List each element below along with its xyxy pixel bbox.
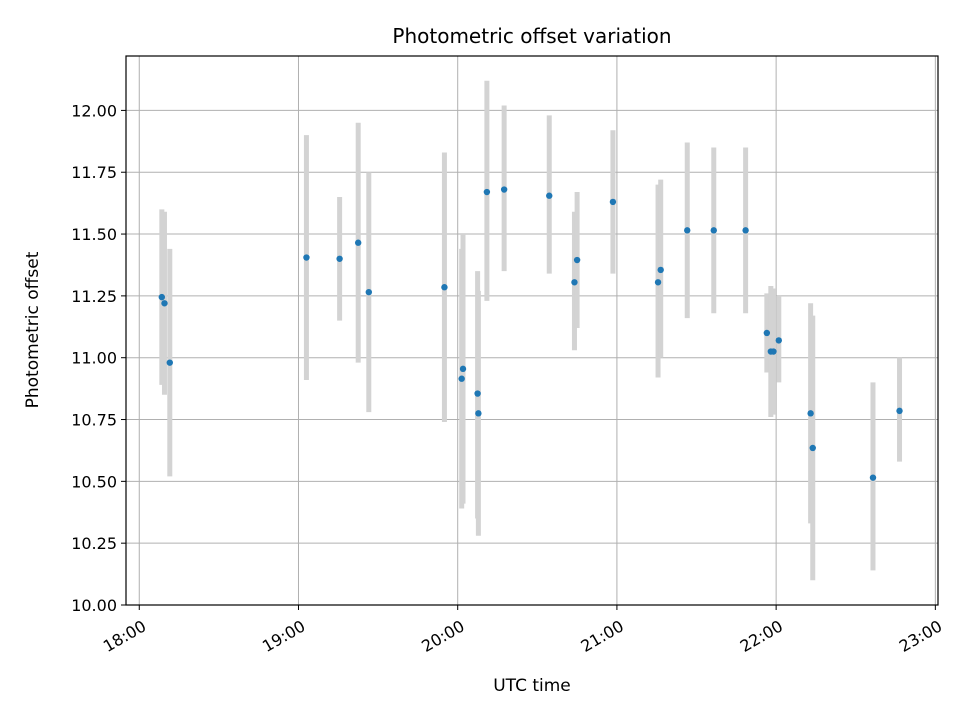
chart-title: Photometric offset variation <box>392 24 671 48</box>
data-point <box>809 444 816 452</box>
data-point <box>166 359 173 366</box>
y-tick-label: 11.25 <box>71 287 117 306</box>
y-tick-label: 10.25 <box>71 534 117 553</box>
data-point <box>654 279 662 286</box>
data-point <box>441 284 448 291</box>
data-point <box>474 390 481 397</box>
grid-lines <box>126 56 938 606</box>
data-point <box>763 329 771 337</box>
data-point <box>158 293 166 301</box>
data-point <box>500 186 508 193</box>
y-tick-label: 11.75 <box>71 163 117 182</box>
data-point <box>710 227 717 234</box>
data-point <box>365 288 373 296</box>
data-point <box>869 474 877 481</box>
y-tick-label: 12.00 <box>71 101 117 120</box>
y-tick-label: 10.50 <box>71 472 117 491</box>
data-point <box>742 227 749 234</box>
data-point <box>483 188 491 196</box>
data-point <box>303 254 310 261</box>
x-axis-label: UTC time <box>493 676 571 696</box>
data-point <box>571 279 578 286</box>
data-point <box>684 227 691 234</box>
data-point <box>609 198 617 206</box>
data-point <box>475 410 482 417</box>
y-axis-label: Photometric offset <box>23 251 43 408</box>
data-point <box>354 239 362 246</box>
y-tick-label: 11.00 <box>71 349 117 368</box>
plot-area <box>126 56 938 605</box>
data-point <box>459 365 467 373</box>
data-point <box>657 266 664 274</box>
data-point <box>161 300 168 307</box>
y-tick-label: 10.00 <box>71 596 117 615</box>
data-point <box>336 255 343 262</box>
y-tick-label: 10.75 <box>71 411 117 430</box>
data-points <box>158 186 903 481</box>
data-point <box>573 256 581 264</box>
plot-frame <box>125 55 939 606</box>
data-point <box>896 407 903 415</box>
data-point <box>546 192 553 199</box>
data-point <box>807 410 814 417</box>
y-tick-label: 11.50 <box>71 225 117 244</box>
data-point <box>775 337 782 344</box>
data-point <box>770 348 777 355</box>
y-axis-ticks: 10.00 10.25 10.50 10.75 11.00 11.25 11.50 11.75… <box>71 101 126 615</box>
data-point <box>458 375 465 382</box>
